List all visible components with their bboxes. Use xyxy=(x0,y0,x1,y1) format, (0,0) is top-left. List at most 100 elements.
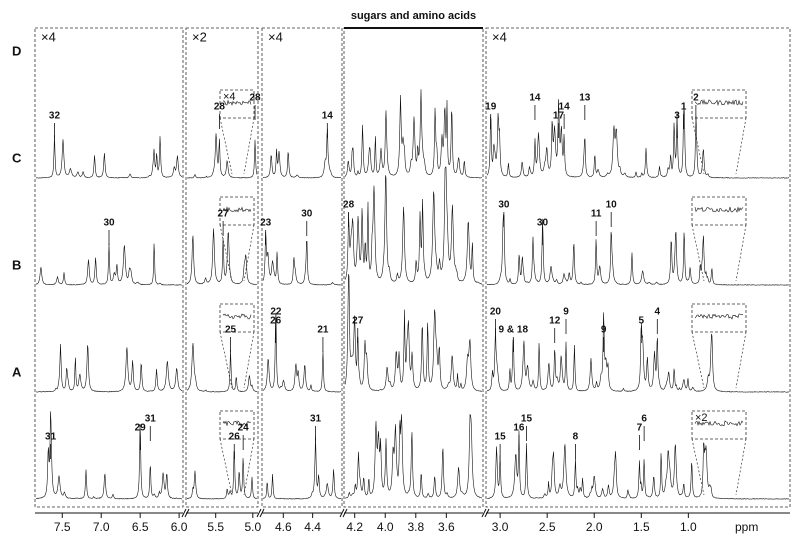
annotation-label: 15 xyxy=(495,432,507,443)
inset-box xyxy=(691,89,747,119)
inset-guide xyxy=(691,438,747,496)
annotation-label: 19 xyxy=(485,102,497,113)
annotation-label: 13 xyxy=(579,93,591,104)
x-tick-label: 6.0 xyxy=(171,520,188,534)
spectrum xyxy=(486,99,790,179)
spectrum xyxy=(344,89,483,179)
x-tick-label: 2.5 xyxy=(539,520,556,534)
x-tick-label: 3.6 xyxy=(438,520,455,534)
x-tick-label: 3.8 xyxy=(407,520,424,534)
x-tick-label: 1.5 xyxy=(633,520,650,534)
spectrum xyxy=(35,243,182,286)
annotation-label: 26 xyxy=(229,432,241,443)
spectrum xyxy=(186,342,257,393)
spectrum xyxy=(344,273,483,392)
inset-guide xyxy=(219,224,255,282)
panel-title: sugars and amino acids xyxy=(351,10,476,22)
x-unit: ppm xyxy=(735,520,758,534)
annotation-label: 22 xyxy=(270,307,282,318)
annotation-label: 16 xyxy=(513,423,525,434)
annotation-label: 9 & 18 xyxy=(499,325,529,336)
spectrum xyxy=(186,228,258,285)
annotation-label: 25 xyxy=(225,325,237,336)
spectrum xyxy=(486,430,790,500)
annotation-label: 28 xyxy=(249,93,261,104)
annotation-label: 3 xyxy=(674,111,680,122)
spectrum xyxy=(186,451,258,500)
axis-break xyxy=(181,508,190,518)
scale-label: ×2 xyxy=(192,29,207,44)
annotation-label: 31 xyxy=(45,432,57,443)
spectrum xyxy=(35,343,183,393)
annotation-label: 31 xyxy=(145,414,157,425)
scale-label: ×4 xyxy=(41,29,56,44)
annotation-label: 31 xyxy=(310,414,322,425)
annotation-label: 14 xyxy=(322,111,334,122)
annotation-label: 6 xyxy=(641,414,647,425)
annotation-label: 30 xyxy=(537,218,549,229)
x-tick-label: 5.0 xyxy=(244,520,261,534)
annotation-label: 7 xyxy=(637,423,643,434)
x-tick-label: 5.5 xyxy=(207,520,224,534)
annotation-label: 32 xyxy=(49,111,61,122)
x-tick-label: 4.4 xyxy=(304,520,321,534)
x-tick-label: 3.0 xyxy=(492,520,509,534)
inset-label: ×2 xyxy=(695,412,708,424)
scale-label: ×4 xyxy=(268,29,283,44)
x-tick-label: 4.6 xyxy=(275,520,292,534)
inset-guide xyxy=(691,117,747,175)
annotation-label: 15 xyxy=(521,414,533,425)
inset-box xyxy=(691,410,747,440)
panel-frame xyxy=(261,27,343,508)
annotation-label: 8 xyxy=(573,432,579,443)
inset-guide xyxy=(691,331,747,389)
spectrum xyxy=(486,312,789,393)
spectrum xyxy=(36,134,183,179)
spectrum xyxy=(262,436,342,500)
spectrum xyxy=(262,312,342,393)
inset-guide xyxy=(219,438,255,496)
annotation-label: 14 xyxy=(529,93,541,104)
panel-frame xyxy=(343,27,484,508)
x-tick-label: 2.0 xyxy=(586,520,603,534)
annotation-label: 28 xyxy=(214,102,226,113)
spectrum xyxy=(344,166,483,285)
annotation-label: 30 xyxy=(103,218,115,229)
annotation-label: 28 xyxy=(343,200,355,211)
inset-box xyxy=(219,196,255,226)
panel-frame xyxy=(485,27,791,508)
annotation-label: 20 xyxy=(490,307,502,318)
x-tick-label: 7.5 xyxy=(54,520,71,534)
annotation-label: 14 xyxy=(559,102,571,113)
annotation-label: 29 xyxy=(135,423,147,434)
annotation-label: 24 xyxy=(238,423,250,434)
inset-trace xyxy=(694,98,744,107)
inset-box xyxy=(691,196,747,226)
inset-box xyxy=(219,303,255,333)
annotation-label: 9 xyxy=(601,325,607,336)
trace-label: B xyxy=(12,257,21,272)
inset-guide xyxy=(219,331,255,389)
spectrum xyxy=(344,413,483,499)
inset-trace xyxy=(222,313,252,320)
axis-break xyxy=(339,508,348,518)
x-tick-label: 7.0 xyxy=(93,520,110,534)
spectrum xyxy=(186,133,258,179)
inset-trace xyxy=(222,420,252,427)
scale-label: ×4 xyxy=(492,29,507,44)
annotation-label: 2 xyxy=(693,93,699,104)
annotation-label: 27 xyxy=(352,316,364,327)
inset-box xyxy=(219,410,255,440)
x-tick-label: 4.0 xyxy=(377,520,394,534)
inset-trace xyxy=(222,206,252,213)
axis-break xyxy=(256,508,265,518)
x-tick-label: 6.5 xyxy=(132,520,149,534)
inset-label: ×4 xyxy=(223,91,236,103)
spectrum xyxy=(262,232,342,286)
inset-box xyxy=(219,89,255,119)
annotation-label: 5 xyxy=(639,316,645,327)
annotation-label: 23 xyxy=(260,218,272,229)
annotation-label: 30 xyxy=(498,200,510,211)
inset-guide xyxy=(219,117,255,175)
annotation-label: 11 xyxy=(591,209,602,220)
